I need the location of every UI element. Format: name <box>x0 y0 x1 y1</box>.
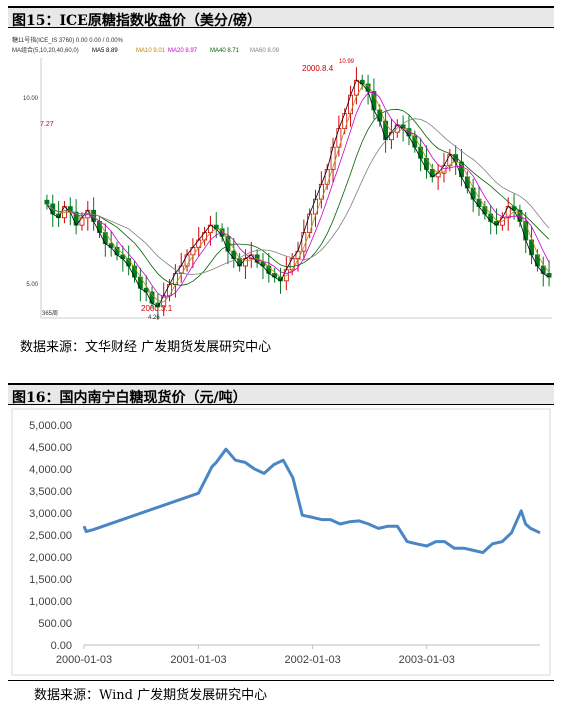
ma-legend: MA组合(5,10,20,40,60,0) MA5 8.89 MA10 9.01 MA… <box>12 46 280 54</box>
candle-body <box>418 146 424 159</box>
y-tick-label: 4,500.00 <box>29 442 72 454</box>
candle-body <box>307 213 313 233</box>
annotation-high-value: 10.99 <box>339 59 355 65</box>
period-label: 365周 <box>42 310 58 317</box>
y-tick-label: 0.00 <box>51 640 72 652</box>
y-tick-5: 5.00 <box>26 282 38 288</box>
candle-body <box>196 239 202 248</box>
line-chart: 5,000.00 4,500.00 4,000.00 3,500.00 3,000.00… <box>11 408 551 676</box>
ma-line <box>46 91 550 298</box>
candle-body <box>202 232 208 241</box>
candle-body <box>353 79 359 96</box>
x-tick-label: 2002-01-03 <box>284 654 340 666</box>
y-tick-label: 3,500.00 <box>29 486 72 498</box>
candle-body <box>546 273 552 278</box>
y-tick-label: 5,000.00 <box>29 420 72 432</box>
figure16-source: 数据来源：Wind 广发期货发展研究中心 <box>34 688 268 703</box>
moving-average-lines <box>46 79 550 308</box>
candle-body <box>231 250 237 259</box>
ma-legend-item: MA20 8.97 <box>168 48 198 54</box>
ma-legend-item: MA40 8.71 <box>210 48 240 54</box>
y-tick-label: 3,000.00 <box>29 508 72 520</box>
x-tick-label: 2000-01-03 <box>56 654 112 666</box>
x-tick-label: 2003-01-03 <box>399 654 455 666</box>
y-tick-10: 10.00 <box>23 96 39 102</box>
candle-body <box>301 232 307 252</box>
candle-body <box>91 209 97 222</box>
y-tick-label: 4,000.00 <box>29 464 72 476</box>
candle-body <box>243 258 248 267</box>
y-tick-label: 500.00 <box>38 618 72 630</box>
figure15-title: 图15：ICE原糖指数收盘价（美分/磅） <box>12 13 261 29</box>
plot-background <box>8 30 554 332</box>
ma-legend-item: MA组合(5,10,20,40,60,0) <box>12 46 79 54</box>
ma-legend-item: MA5 8.89 <box>92 48 118 54</box>
y-tick-label: 2,000.00 <box>29 552 72 564</box>
ma-line <box>46 118 550 275</box>
annotation-start: 7.27 <box>40 121 54 128</box>
candle-body <box>97 221 102 233</box>
ma-line <box>46 79 550 308</box>
price-series-line <box>82 447 541 555</box>
x-tick-label: 2001-01-03 <box>170 654 226 666</box>
x-axis-ticks: 2000-01-03 2001-01-03 2002-01-03 2003-01-03 <box>56 645 455 666</box>
annotation-high-date: 2000.8.4 <box>302 64 334 73</box>
candlestick-chart: 糖11号指(ICE_IS 3760) 0.00 0.00 / 0.00% MA组… <box>8 30 554 332</box>
candle-body <box>283 269 289 282</box>
candle-body <box>318 183 324 200</box>
y-tick-label: 2,500.00 <box>29 530 72 542</box>
figure16-chart: 5,000.00 4,500.00 4,000.00 3,500.00 3,000.00… <box>8 405 554 681</box>
ma-legend-item: MA60 8.09 <box>250 48 280 54</box>
ma-legend-item: MA10 9.01 <box>136 48 166 54</box>
candle-body <box>79 217 85 226</box>
candle-body <box>167 284 172 297</box>
figure15-source: 数据来源：文华财经 广发期货发展研究中心 <box>20 340 272 355</box>
y-tick-label: 1,500.00 <box>29 574 72 586</box>
ma-line <box>46 108 550 286</box>
figure16-title: 图16：国内南宁白糖现货价（元/吨） <box>12 390 247 406</box>
annotation-low-date: 2000.3.1 <box>141 304 173 313</box>
chart-header-line: 糖11号指(ICE_IS 3760) 0.00 0.00 / 0.00% <box>12 36 124 44</box>
y-axis-ticks: 5,000.00 4,500.00 4,000.00 3,500.00 3,000.00… <box>29 420 72 652</box>
plot-area-border <box>11 408 551 676</box>
figure16-title-bar: 图16：国内南宁白糖现货价（元/吨） <box>8 383 554 406</box>
figure15-chart: 糖11号指(ICE_IS 3760) 0.00 0.00 / 0.00% MA组… <box>8 30 554 332</box>
annotation-low-value: 4.26 <box>148 315 160 321</box>
candle-body <box>482 206 488 215</box>
candle-body <box>324 169 330 185</box>
candle-body <box>149 291 155 304</box>
candle-body <box>44 199 50 205</box>
candle-body <box>237 258 243 267</box>
figure15-title-bar: 图15：ICE原糖指数收盘价（美分/磅） <box>8 6 554 29</box>
candle-body <box>348 94 353 115</box>
candle-body <box>371 91 377 111</box>
y-tick-label: 1,000.00 <box>29 596 72 608</box>
